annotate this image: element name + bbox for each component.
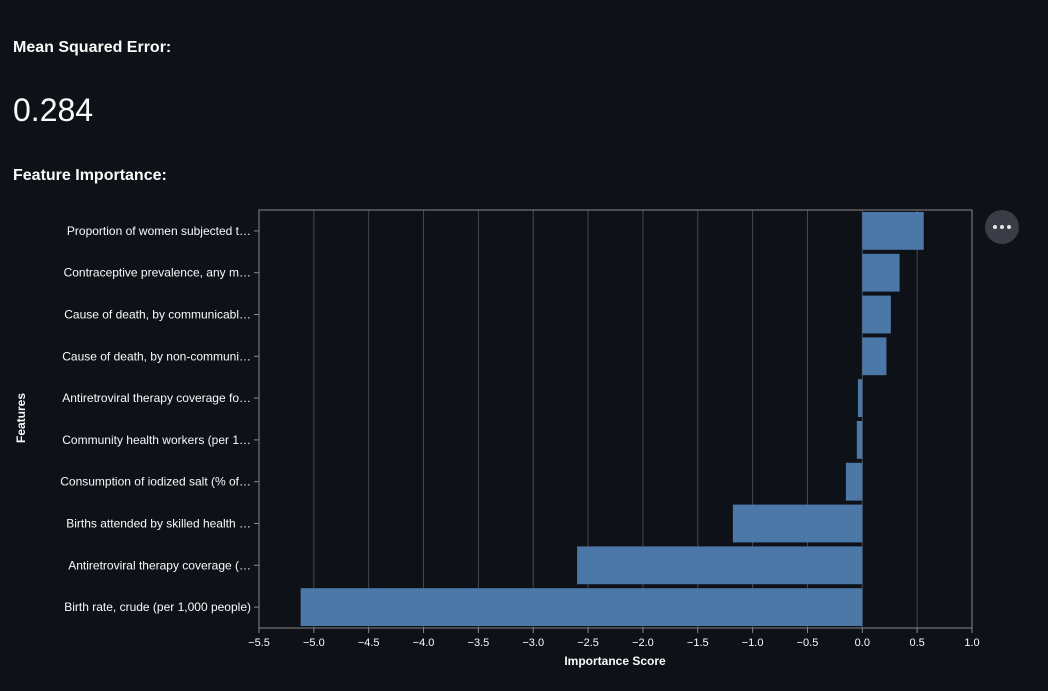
mse-label: Mean Squared Error:: [13, 39, 172, 56]
y-axis-label: Features: [14, 393, 28, 443]
y-tick-label: Contraceptive prevalence, any m…: [64, 266, 251, 280]
chart-menu-button[interactable]: [985, 210, 1019, 244]
y-tick-label: Births attended by skilled health …: [66, 517, 251, 531]
x-tick-label: −0.5: [797, 637, 819, 649]
x-tick-label: 0.0: [855, 637, 870, 649]
y-tick-label: Birth rate, crude (per 1,000 people): [64, 600, 251, 614]
x-tick-label: 1.0: [964, 637, 979, 649]
x-tick-label: −2.0: [632, 637, 654, 649]
x-tick-label: −4.0: [413, 637, 435, 649]
y-tick-label: Proportion of women subjected t…: [67, 224, 251, 238]
x-tick-label: −1.5: [687, 637, 709, 649]
feature-importance-heading: Feature Importance:: [13, 167, 167, 184]
x-tick-label: −3.0: [522, 637, 544, 649]
mse-value: 0.284: [13, 92, 94, 128]
bar[interactable]: [577, 546, 863, 585]
y-tick-label: Cause of death, by communicabl…: [64, 308, 251, 322]
x-tick-label: −5.5: [248, 637, 270, 649]
x-axis-label: Importance Score: [564, 654, 666, 668]
bar[interactable]: [862, 295, 891, 334]
bar[interactable]: [857, 379, 863, 417]
bar[interactable]: [862, 337, 887, 376]
bar[interactable]: [300, 588, 863, 626]
plot-frame: [258, 209, 973, 629]
bar[interactable]: [845, 462, 863, 501]
bar[interactable]: [862, 253, 900, 292]
y-tick-label: Antiretroviral therapy coverage (…: [68, 558, 251, 572]
x-tick-label: −4.5: [358, 637, 380, 649]
y-tick-label: Consumption of iodized salt (% of…: [60, 475, 251, 489]
bar[interactable]: [732, 504, 863, 543]
bar[interactable]: [856, 421, 863, 459]
y-tick-label: Cause of death, by non-communi…: [62, 349, 251, 363]
y-tick-label: Community health workers (per 1…: [62, 433, 251, 447]
more-horizontal-icon: [993, 225, 1011, 229]
y-tick-label: Antiretroviral therapy coverage fo…: [62, 391, 251, 405]
bar[interactable]: [862, 212, 924, 250]
x-tick-label: −1.0: [742, 637, 764, 649]
x-tick-label: 0.5: [910, 637, 925, 649]
x-tick-label: −5.0: [303, 637, 325, 649]
x-tick-label: −3.5: [468, 637, 490, 649]
x-tick-label: −2.5: [577, 637, 599, 649]
